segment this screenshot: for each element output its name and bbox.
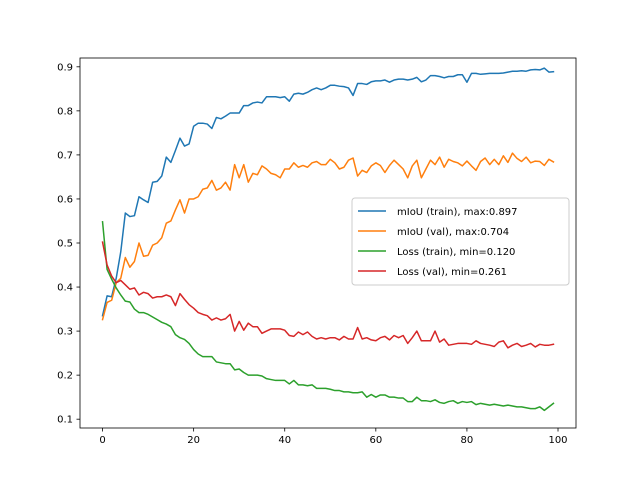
legend-label-2: Loss (train), min=0.120 (397, 247, 515, 258)
series-line-2 (101, 221, 555, 412)
y-tick-label: 0.2 (57, 371, 73, 382)
legend-label-3: Loss (val), min=0.261 (397, 267, 507, 278)
legend-box (351, 197, 570, 286)
x-tick-label: 20 (187, 435, 200, 446)
y-tick-label: 0.7 (57, 150, 73, 161)
y-tick-label: 0.5 (57, 239, 73, 250)
x-tick-label: 60 (369, 435, 382, 446)
series-line-0 (101, 67, 555, 317)
legend-label-1: mIoU (val), max:0.704 (397, 227, 509, 238)
y-tick-label: 0.9 (57, 62, 73, 73)
y-tick-label: 0.3 (57, 327, 73, 338)
x-tick-label: 40 (278, 435, 291, 446)
y-axis-ticks: 0.1 0.2 0.3 0.4 0.5 0.6 0.7 0.8 0.9 (57, 62, 80, 426)
series-lines (101, 67, 555, 412)
series-line-1 (101, 152, 555, 321)
legend: mIoU (train), max:0.897 mIoU (val), max:0… (351, 197, 570, 286)
x-axis-ticks: 0 20 40 60 80 100 (99, 428, 568, 446)
y-tick-label: 0.8 (57, 106, 73, 117)
y-tick-label: 0.4 (57, 283, 73, 294)
series-line-3 (101, 241, 555, 349)
x-tick-label: 0 (99, 435, 105, 446)
y-tick-label: 0.1 (57, 415, 73, 426)
x-tick-label: 100 (548, 435, 567, 446)
x-tick-label: 80 (461, 435, 474, 446)
legend-items: mIoU (train), max:0.897 mIoU (val), max:0… (358, 207, 518, 278)
legend-label-0: mIoU (train), max:0.897 (397, 207, 518, 218)
y-tick-label: 0.6 (57, 194, 73, 205)
